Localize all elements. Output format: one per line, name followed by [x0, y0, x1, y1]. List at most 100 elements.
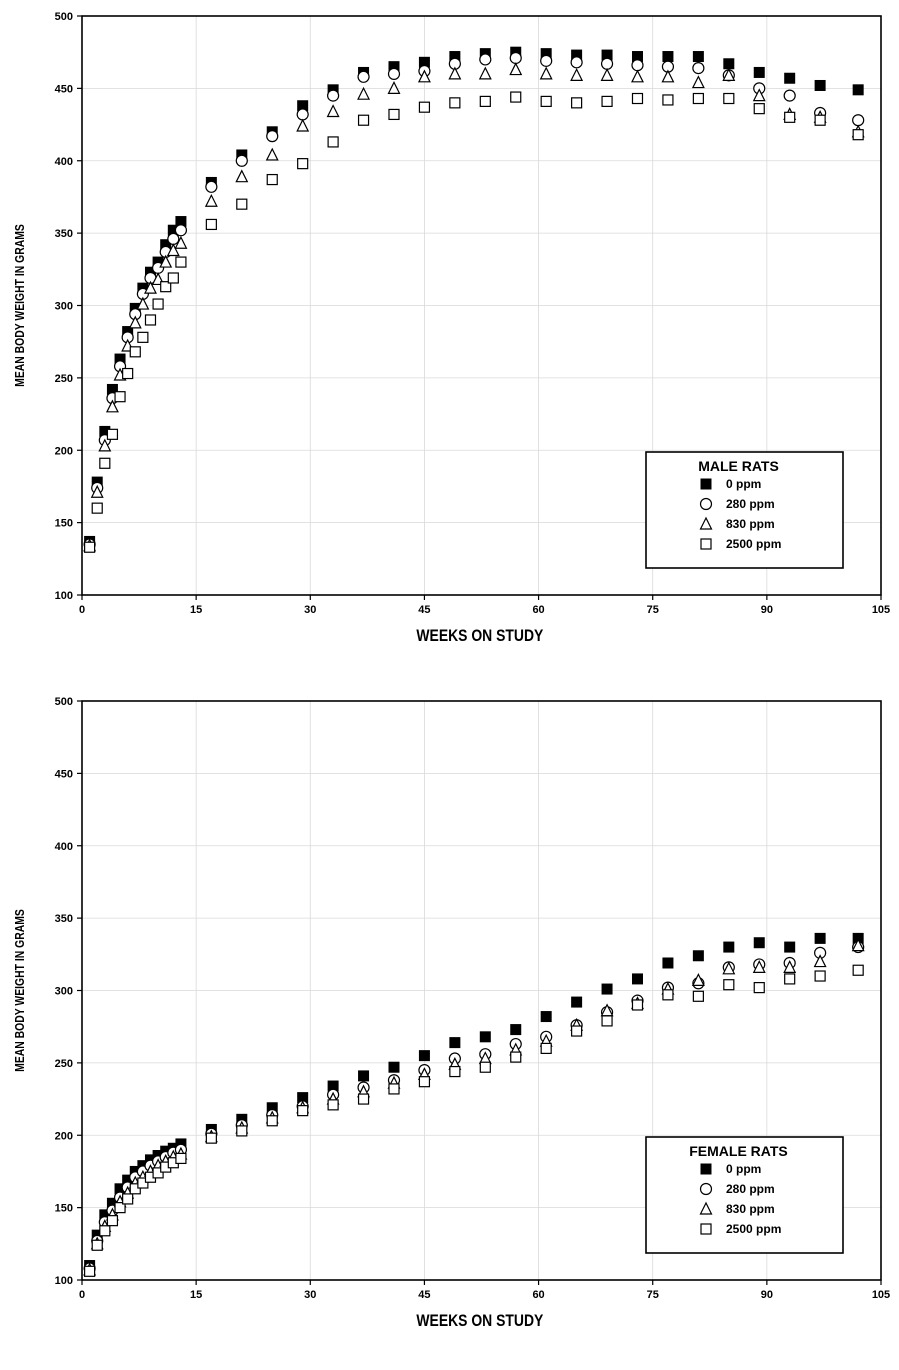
data-point [265, 147, 279, 161]
data-point [327, 136, 339, 148]
data-point [662, 957, 674, 969]
data-point [388, 1061, 400, 1073]
data-point [570, 56, 583, 69]
y-tick-label: 450 [55, 768, 73, 780]
data-point [357, 70, 370, 83]
data-point [852, 964, 864, 976]
legend-label: 0 ppm [726, 1162, 761, 1176]
data-point [84, 1265, 96, 1277]
data-point [478, 66, 492, 80]
legend-label: 280 ppm [726, 497, 775, 511]
data-point [204, 193, 218, 207]
data-point [357, 114, 370, 126]
data-point [540, 1042, 552, 1054]
data-point [449, 1037, 461, 1049]
data-point [297, 158, 309, 170]
data-point [784, 72, 796, 84]
data-point [540, 1011, 552, 1023]
x-axis-title: WEEKS ON STUDY [416, 1312, 543, 1331]
data-point [98, 438, 112, 452]
data-point [852, 129, 864, 141]
legend-title: FEMALE RATS [689, 1143, 788, 1159]
data-point [783, 959, 797, 973]
data-point [600, 57, 614, 70]
data-point [128, 315, 142, 329]
data-point [784, 941, 796, 953]
data-point [174, 224, 188, 237]
male-rats-chart: 0 15 30 45 60 75 90 105 100 150 200 250 300 350 400 450… [13, 11, 891, 645]
legend-label: 2500 ppm [726, 1222, 781, 1236]
data-point [570, 68, 584, 81]
data-point [235, 154, 248, 167]
legend-title: MALE RATS [698, 458, 779, 474]
data-point [631, 999, 644, 1011]
data-point [205, 1132, 217, 1144]
x-tick-label: 15 [190, 1289, 202, 1301]
grid [82, 16, 881, 595]
x-tick-label: 0 [79, 604, 85, 616]
data-point [236, 198, 248, 210]
y-axis-title: MEAN BODY WEIGHT IN GRAMS [13, 909, 27, 1072]
legend: MALE RATS 0 ppm 280 ppm 830 ppm 2500 ppm [645, 451, 844, 569]
x-tick-label: 60 [532, 1289, 544, 1301]
y-tick-label: 150 [55, 1203, 73, 1215]
data-point [175, 1152, 187, 1165]
data-point [388, 108, 400, 121]
legend-label: 280 ppm [726, 1182, 775, 1196]
data-point [137, 331, 149, 343]
data-point [662, 989, 674, 1001]
y-tick-label: 100 [55, 1275, 73, 1287]
data-point [114, 1202, 126, 1214]
data-point [783, 89, 796, 102]
data-point [813, 954, 827, 968]
data-point [129, 1183, 141, 1195]
x-tick-label: 105 [872, 1289, 890, 1301]
data-point [105, 399, 119, 413]
axes: 0 15 30 45 60 75 90 105 100 150 200 250 300 350 400 450… [55, 11, 891, 616]
y-tick-label: 250 [55, 373, 73, 385]
legend-marker [700, 1223, 712, 1235]
series-830-ppm [83, 62, 865, 552]
data-point [662, 94, 674, 106]
legend-marker [699, 516, 713, 530]
data-point [205, 180, 218, 193]
x-tick-label: 105 [872, 604, 890, 616]
data-point [129, 346, 141, 358]
data-point [266, 130, 279, 143]
data-point [752, 959, 766, 973]
data-point [852, 84, 864, 96]
data-point [418, 1050, 430, 1062]
data-point [571, 97, 583, 109]
data-point [753, 937, 765, 949]
data-point [358, 1070, 370, 1082]
data-point [449, 1065, 461, 1078]
data-point [631, 59, 644, 72]
data-point [510, 1024, 522, 1036]
x-tick-label: 45 [418, 604, 430, 616]
legend-marker [700, 1163, 712, 1175]
data-point [114, 391, 126, 403]
y-tick-label: 300 [55, 301, 73, 313]
data-point [540, 54, 553, 67]
x-tick-label: 60 [532, 604, 544, 616]
axes: 0 15 30 45 60 75 90 105 100 150 200 250 300 350 400 450… [55, 696, 891, 1301]
data-point [326, 104, 340, 118]
y-tick-label: 200 [55, 445, 73, 457]
y-tick-label: 400 [55, 841, 73, 853]
data-point [723, 58, 735, 70]
data-point [174, 235, 188, 249]
data-point [167, 232, 180, 246]
data-point [692, 62, 705, 75]
data-point [784, 111, 796, 123]
data-point [296, 118, 310, 132]
data-point [814, 79, 826, 91]
data-point [852, 114, 865, 127]
legend: FEMALE RATS 0 ppm 280 ppm 830 ppm 2500 ppm [645, 1136, 844, 1254]
y-tick-label: 100 [55, 590, 73, 602]
data-point [91, 502, 103, 514]
y-tick-label: 150 [55, 518, 73, 530]
data-point [84, 541, 96, 553]
data-point [691, 75, 705, 89]
data-point [388, 1083, 400, 1095]
legend-label: 830 ppm [726, 517, 775, 531]
